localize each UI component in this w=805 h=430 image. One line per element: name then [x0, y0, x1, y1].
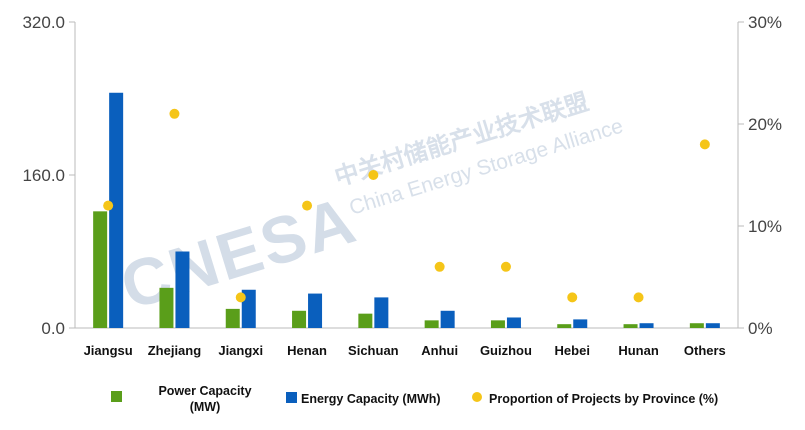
bar-power-hebei [557, 324, 572, 328]
point-proportion-sichuan [368, 170, 379, 180]
bar-energy-henan [308, 293, 323, 328]
bar-energy-jiangsu [109, 92, 124, 328]
category-label-jiangxi: Jiangxi [218, 343, 263, 358]
legend-energy-label: Energy Capacity (MWh) [301, 392, 441, 406]
category-label-guizhou: Guizhou [480, 343, 532, 358]
category-label-hebei: Hebei [555, 343, 590, 358]
bar-power-guizhou [490, 320, 505, 328]
point-proportion-guizhou [500, 261, 511, 272]
bar-power-zhejiang [159, 287, 174, 328]
category-label-jiangsu: Jiangsu [84, 343, 133, 358]
axis-ticks: 0.0 160.0 320.0 0% 10% 20% 30% [22, 13, 782, 338]
category-label-anhui: Anhui [421, 343, 458, 358]
bar-power-hunan [623, 324, 638, 328]
point-proportion-zhejiang [169, 108, 180, 119]
point-proportion-anhui [434, 261, 445, 272]
point-proportion-jiangxi [235, 292, 246, 303]
category-label-zhejiang: Zhejiang [148, 343, 202, 358]
bar-power-henan [292, 310, 307, 328]
scatter-points-layer [103, 108, 710, 303]
bar-energy-others [705, 323, 720, 328]
watermark-logo-text: CNESA [112, 182, 364, 323]
legend-proportion-swatch [472, 392, 482, 402]
bar-power-jiangxi [225, 308, 240, 328]
category-label-henan: Henan [287, 343, 327, 358]
legend-power-label-line1: Power Capacity [158, 384, 251, 398]
left-tick-label: 320.0 [22, 13, 65, 32]
bar-power-others [689, 323, 704, 328]
legend-energy-swatch [286, 392, 297, 403]
legend-proportion-label: Proportion of Projects by Province (%) [489, 392, 718, 406]
bar-energy-sichuan [374, 297, 389, 328]
point-proportion-henan [302, 200, 313, 211]
point-proportion-others [699, 139, 710, 150]
legend-power-swatch [111, 391, 122, 402]
point-proportion-hebei [567, 292, 578, 303]
category-label-hunan: Hunan [618, 343, 659, 358]
bar-energy-guizhou [506, 317, 521, 328]
legend-power-label-line2: (MW) [190, 400, 221, 414]
right-tick-label: 20% [748, 115, 782, 134]
point-proportion-jiangsu [103, 200, 114, 211]
category-labels: Jiangsu Zhejiang Jiangxi Henan Sichuan Anhui G… [84, 343, 726, 358]
point-proportion-hunan [633, 292, 644, 303]
category-label-others: Others [684, 343, 726, 358]
bar-power-jiangsu [93, 211, 108, 328]
bars-layer [93, 92, 720, 328]
bar-energy-hunan [639, 323, 654, 328]
left-tick-label: 0.0 [41, 319, 65, 338]
right-tick-label: 0% [748, 319, 773, 338]
bar-energy-zhejiang [175, 251, 190, 328]
bar-energy-hebei [573, 319, 588, 328]
bar-power-anhui [424, 320, 439, 328]
right-tick-label: 10% [748, 217, 782, 236]
bar-energy-anhui [440, 310, 455, 328]
left-tick-label: 160.0 [22, 166, 65, 185]
chart-legend: Power Capacity (MW) Energy Capacity (MWh… [111, 384, 718, 414]
bar-power-sichuan [358, 313, 373, 328]
category-label-sichuan: Sichuan [348, 343, 399, 358]
right-tick-label: 30% [748, 13, 782, 32]
